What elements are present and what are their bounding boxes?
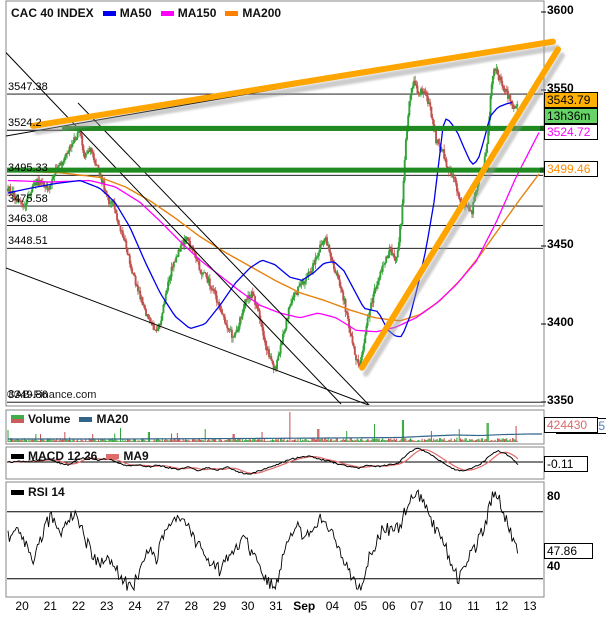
legend-item-ma200[interactable]: MA200 bbox=[225, 6, 281, 20]
x-axis-label: Sep bbox=[293, 599, 316, 613]
black-trendlines bbox=[6, 41, 544, 405]
trendline-black bbox=[6, 267, 370, 405]
orange-line-shadow bbox=[363, 52, 565, 377]
price-level-label: 3547.38 bbox=[8, 81, 48, 94]
rsi-value-box: 47.86 bbox=[544, 543, 593, 559]
legend-item-volume[interactable]: Volume bbox=[11, 412, 70, 426]
y-axis-label: 3400 bbox=[547, 315, 574, 329]
price-level-label: 3448.51 bbox=[8, 235, 48, 248]
legend-item-ma50[interactable]: MA50 bbox=[102, 6, 152, 20]
price-level-label: 3495.33 bbox=[8, 162, 48, 175]
x-axis-label: 05 bbox=[353, 599, 368, 613]
volume-legend: Volume MA20 bbox=[11, 412, 128, 426]
y-axis-label: 3450 bbox=[547, 237, 574, 251]
y-axis-label: 3350 bbox=[547, 393, 574, 407]
x-axis-label: 24 bbox=[128, 599, 142, 613]
legend-item-volume-ma20[interactable]: MA20 bbox=[79, 412, 128, 426]
x-axis-label: 23 bbox=[100, 599, 114, 613]
panel-rsi bbox=[5, 481, 545, 598]
x-axis-label: 28 bbox=[184, 599, 199, 613]
ma50-swatch-icon bbox=[102, 10, 116, 16]
macd-swatch-icon bbox=[11, 453, 24, 459]
macd-legend: MACD 12 26 MA9 bbox=[11, 449, 149, 463]
x-axis-label: 11 bbox=[467, 599, 480, 613]
session-time-box: 13h36m bbox=[544, 108, 598, 124]
macd-line bbox=[7, 447, 519, 475]
volume-value-box: 424430 bbox=[544, 417, 598, 433]
x-axis-label: 04 bbox=[325, 599, 340, 613]
volume-swatch-icon bbox=[11, 415, 24, 423]
price-level-label: 3524.2 bbox=[8, 117, 42, 130]
trendline-orange bbox=[30, 38, 556, 129]
y-axis-label: 3600 bbox=[547, 3, 574, 17]
legend-item-ma9[interactable]: MA9 bbox=[106, 449, 149, 463]
trendline-black bbox=[6, 51, 342, 405]
line-end-handle bbox=[540, 125, 545, 131]
legend-item-rsi[interactable]: RSI 14 bbox=[11, 485, 65, 499]
legend-item-ma150[interactable]: MA150 bbox=[160, 6, 216, 20]
trendline-orange bbox=[359, 46, 561, 371]
x-axis-label: 12 bbox=[494, 599, 509, 613]
x-axis-label: 13 bbox=[523, 599, 537, 613]
orange-line-shadow bbox=[34, 44, 560, 135]
price-level-label: 3463.08 bbox=[8, 212, 48, 225]
legend-item-macd[interactable]: MACD 12 26 bbox=[11, 449, 97, 463]
ma200-swatch-icon bbox=[225, 10, 239, 16]
x-axis-label: 06 bbox=[382, 599, 396, 613]
macd-value-box: -0.11 bbox=[544, 456, 588, 472]
x-axis-label: 21 bbox=[43, 599, 57, 613]
line-end-handle bbox=[540, 167, 545, 173]
x-axis-label: 29 bbox=[212, 599, 227, 613]
watermark: ©AB-Finance.com bbox=[7, 389, 97, 401]
panel-main bbox=[5, 0, 545, 407]
symbol-title: CAC 40 INDEX bbox=[11, 6, 94, 20]
ma200-value-box: 3499.46 bbox=[544, 161, 598, 177]
volume-ma20-line bbox=[8, 433, 542, 440]
x-axis-label: 27 bbox=[156, 599, 170, 613]
rsi-axis-lower-label: 40 bbox=[547, 559, 561, 573]
x-axis-label: 22 bbox=[71, 599, 86, 613]
x-axis-label: 30 bbox=[241, 599, 255, 613]
ma50-line bbox=[7, 101, 513, 338]
rsi-axis-upper-label: 80 bbox=[547, 489, 561, 503]
ma9-swatch-icon bbox=[106, 453, 120, 459]
last-price-box: 3543.79 bbox=[544, 92, 598, 108]
x-axis-label: 20 bbox=[15, 599, 29, 613]
y-axis-label: 3550 bbox=[547, 81, 574, 95]
price-level-label: 3349.86 bbox=[8, 389, 48, 402]
ma150-value-box: 3524.72 bbox=[544, 124, 598, 140]
rsi-legend: RSI 14 bbox=[11, 485, 65, 499]
trendline-black bbox=[77, 102, 370, 405]
rsi-swatch-icon bbox=[11, 489, 24, 495]
price-level-label: 3475.58 bbox=[8, 193, 48, 206]
ma150-line bbox=[7, 132, 540, 333]
main-chart-legend: CAC 40 INDEX MA50 MA150 MA200 bbox=[11, 6, 281, 20]
rsi-line bbox=[7, 489, 519, 592]
x-axis-label: 07 bbox=[410, 599, 424, 613]
ma20-swatch-icon bbox=[79, 416, 93, 422]
x-axis-label: 10 bbox=[438, 599, 452, 613]
x-axis-label: 31 bbox=[269, 599, 283, 613]
ma150-swatch-icon bbox=[160, 10, 174, 16]
macd-ma9-line bbox=[7, 449, 519, 475]
